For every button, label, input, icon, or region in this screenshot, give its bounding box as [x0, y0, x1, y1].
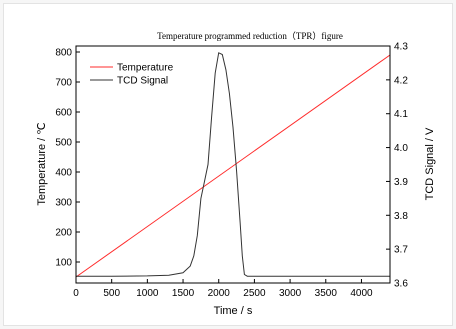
y-right-tick-label: 4.1 — [394, 109, 408, 120]
y-left-tick-label: 600 — [55, 108, 72, 119]
y-axis-left-label: Temperature / ℃ — [36, 122, 48, 205]
y-left-tick-label: 200 — [55, 228, 72, 239]
y-axis-left: 100 200 300 400 500 600 700 800 — [55, 48, 80, 269]
y-left-tick-label: 800 — [55, 48, 72, 59]
y-right-tick-label: 4.2 — [394, 75, 408, 86]
y-left-tick-label: 500 — [55, 138, 72, 149]
y-left-tick-label: 400 — [55, 168, 72, 179]
x-tick-label: 4000 — [350, 288, 373, 299]
x-tick-label: 0 — [73, 288, 79, 299]
y-right-tick-label: 3.7 — [394, 245, 408, 256]
y-left-tick-label: 700 — [55, 78, 72, 89]
x-tick-label: 1000 — [136, 288, 159, 299]
chart-title: Temperature programmed reduction（TPR）fig… — [157, 31, 343, 41]
plot-frame — [75, 45, 391, 284]
temperature-series-line — [75, 54, 391, 278]
y-right-tick-label: 3.6 — [394, 279, 408, 290]
x-tick-label: 3500 — [315, 288, 338, 299]
legend-label: Temperature — [117, 63, 174, 74]
x-tick-label: 2000 — [208, 288, 231, 299]
x-axis-label: Time / s — [214, 305, 253, 317]
y-axis-right-label: TCD Signal / V — [424, 127, 436, 200]
y-right-tick-label: 4.3 — [394, 42, 408, 53]
legend: Temperature TCD Signal — [90, 63, 174, 87]
x-tick-label: 1500 — [172, 288, 195, 299]
tcd-signal-series-line — [76, 52, 390, 277]
plot-area — [75, 52, 391, 278]
x-tick-label: 2500 — [243, 288, 266, 299]
legend-label: TCD Signal — [117, 76, 168, 87]
x-axis: 0 500 1000 1500 2000 2500 3000 3500 4000 — [73, 279, 373, 299]
chart-card — [3, 3, 453, 326]
y-right-tick-label: 3.9 — [394, 177, 408, 188]
y-right-tick-label: 4.0 — [394, 143, 408, 154]
y-left-tick-label: 100 — [55, 258, 72, 269]
y-axis-right: 3.6 3.7 3.8 3.9 4.0 4.1 4.2 4.3 — [386, 42, 408, 290]
x-tick-label: 3000 — [279, 288, 302, 299]
x-tick-label: 500 — [103, 288, 120, 299]
y-left-tick-label: 300 — [55, 198, 72, 209]
y-right-tick-label: 3.8 — [394, 211, 408, 222]
